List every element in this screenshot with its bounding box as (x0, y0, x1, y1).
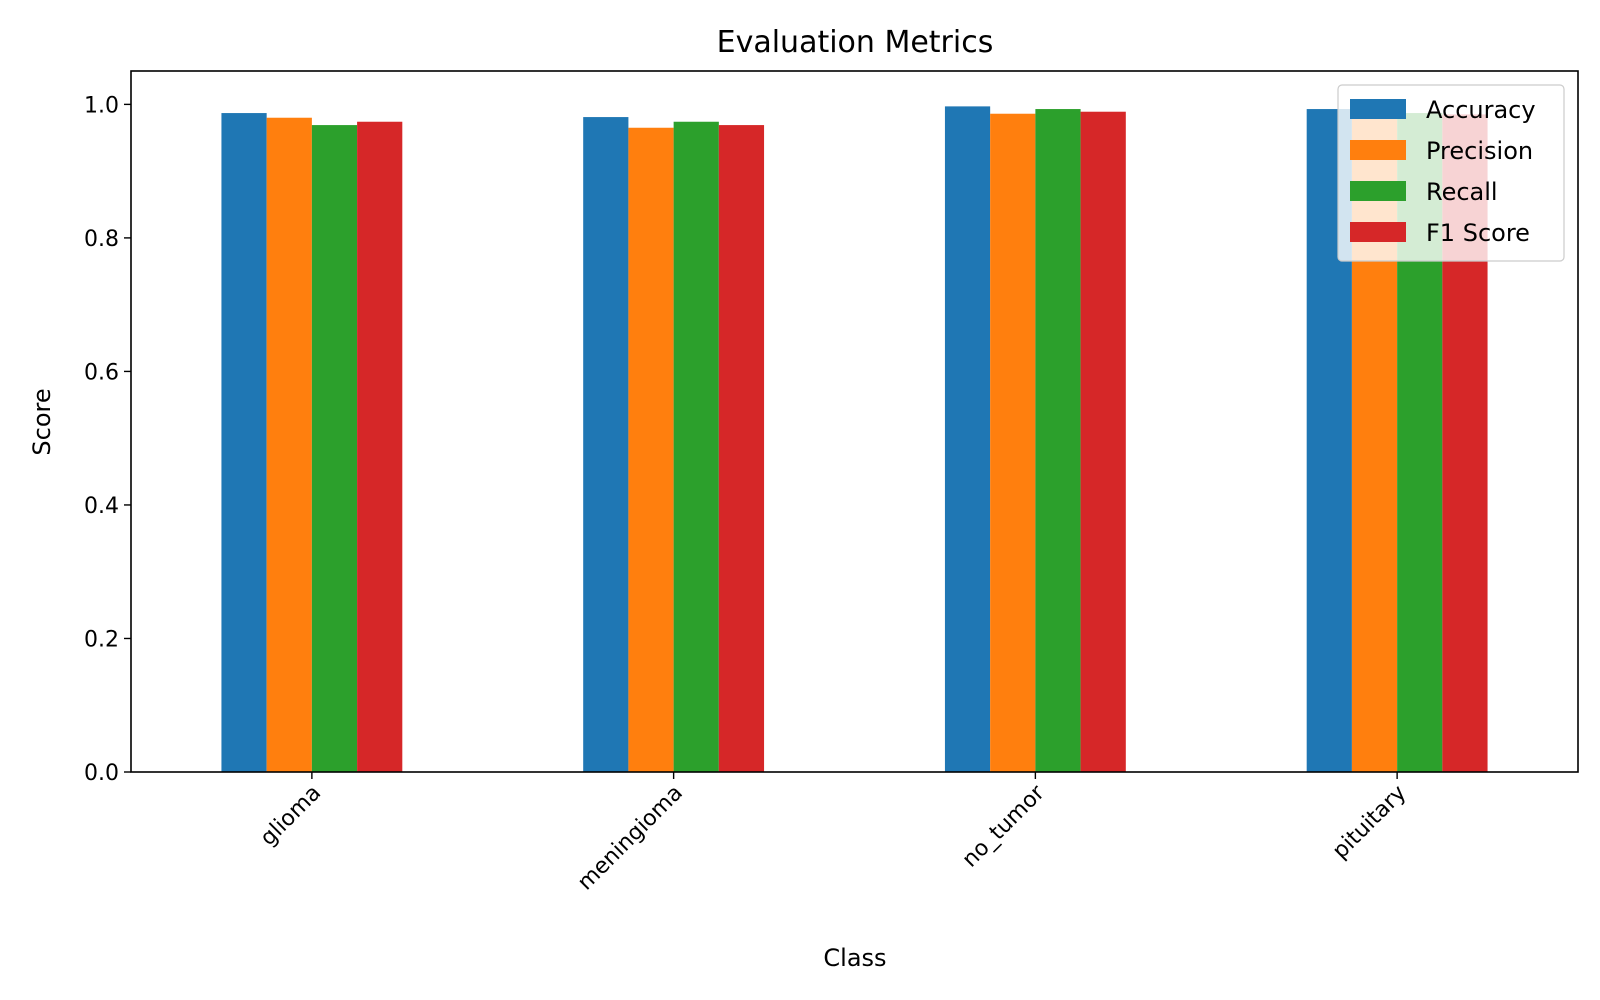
bar-precision-meningioma (628, 127, 674, 772)
x-axis-label: Class (823, 944, 886, 972)
legend: Accuracy Precision Recall F1 Score (1337, 84, 1565, 262)
y-tick-label: 0.0 (84, 761, 119, 786)
bar-recall-meningioma (673, 121, 719, 773)
legend-swatch-recall (1350, 181, 1406, 201)
bar-precision-glioma (266, 117, 312, 773)
y-tick-label: 0.6 (84, 360, 119, 385)
bar-accuracy-glioma (221, 113, 267, 772)
x-tick-label-pituitary: pituitary (1328, 781, 1411, 864)
y-tick-label: 0.2 (84, 627, 119, 652)
legend-swatch-precision (1350, 140, 1406, 160)
legend-label-recall: Recall (1426, 178, 1498, 206)
y-tick-label: 0.4 (84, 494, 119, 519)
legend-label-accuracy: Accuracy (1426, 96, 1536, 124)
bar-f1-score-meningioma (718, 125, 765, 772)
y-tick-label: 0.8 (84, 227, 119, 252)
chart-title: Evaluation Metrics (717, 25, 994, 60)
y-tick-label: 1.0 (84, 93, 119, 118)
y-axis-label: Score (28, 388, 56, 455)
bar-precision-no_tumor (990, 113, 1036, 773)
bar-f1-score-glioma (357, 121, 403, 773)
legend-box (1337, 84, 1565, 262)
legend-swatch-f1-score (1350, 222, 1406, 242)
bar-recall-no_tumor (1035, 109, 1081, 773)
bar-accuracy-no_tumor (944, 106, 991, 772)
x-tick-label-glioma: glioma (256, 781, 326, 851)
legend-label-precision: Precision (1426, 137, 1533, 165)
axes-frame (130, 70, 1579, 773)
bar-accuracy-meningioma (583, 117, 629, 772)
legend-label-f1-score: F1 Score (1426, 219, 1530, 247)
legend-swatch-accuracy (1350, 99, 1406, 119)
x-tick-label-meningioma: meningioma (573, 781, 688, 896)
bar-f1-score-no_tumor (1080, 111, 1126, 773)
bar-recall-glioma (311, 125, 358, 772)
x-tick-label-no_tumor: no_tumor (958, 780, 1051, 873)
